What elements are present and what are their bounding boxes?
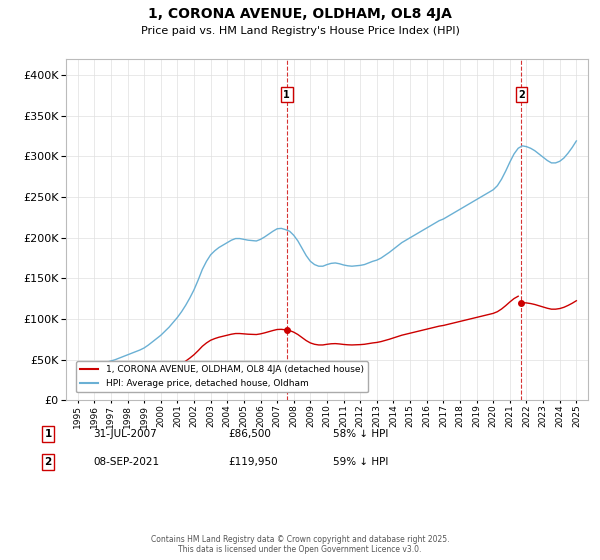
Text: 58% ↓ HPI: 58% ↓ HPI [333,429,388,439]
Text: 08-SEP-2021: 08-SEP-2021 [93,457,159,467]
Legend: 1, CORONA AVENUE, OLDHAM, OL8 4JA (detached house), HPI: Average price, detached: 1, CORONA AVENUE, OLDHAM, OL8 4JA (detac… [76,361,368,393]
Text: Price paid vs. HM Land Registry's House Price Index (HPI): Price paid vs. HM Land Registry's House … [140,26,460,36]
Text: 1: 1 [283,90,290,100]
Text: 59% ↓ HPI: 59% ↓ HPI [333,457,388,467]
Text: 1: 1 [44,429,52,439]
Text: Contains HM Land Registry data © Crown copyright and database right 2025.
This d: Contains HM Land Registry data © Crown c… [151,535,449,554]
Text: 2: 2 [518,90,525,100]
Text: £86,500: £86,500 [228,429,271,439]
Text: 1, CORONA AVENUE, OLDHAM, OL8 4JA: 1, CORONA AVENUE, OLDHAM, OL8 4JA [148,7,452,21]
Text: 2: 2 [44,457,52,467]
Text: £119,950: £119,950 [228,457,278,467]
Text: 31-JUL-2007: 31-JUL-2007 [93,429,157,439]
